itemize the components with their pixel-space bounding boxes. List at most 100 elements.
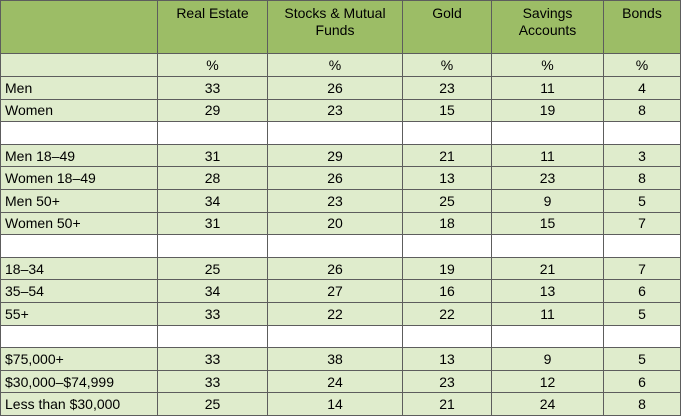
row-label-cell: Women 18–49 [0,166,158,190]
value-cell: 16 [402,279,492,303]
table-row: Men 50+ 34 23 25 9 5 [0,188,681,213]
value-cell: 34 [157,279,268,303]
header-row: Real Estate Stocks & Mutual Funds Gold S… [0,0,681,55]
unit-cell [0,53,158,77]
value-cell: 31 [157,143,268,168]
value-cell: 7 [603,256,681,281]
value-cell: 21 [402,392,492,416]
value-cell [157,121,268,145]
value-cell: 20 [267,211,403,236]
table-row: 18–34 25 26 19 21 7 [0,256,681,281]
value-cell: 25 [157,392,268,416]
value-cell: 29 [157,98,268,123]
value-cell: 23 [402,76,492,100]
row-label-cell: Men [0,76,158,100]
table-row: 35–54 34 27 16 13 6 [0,279,681,303]
table-row: 55+ 33 22 22 11 5 [0,301,681,326]
value-cell: 6 [603,369,681,394]
row-label-cell [0,234,158,258]
value-cell: 13 [402,347,492,371]
value-cell: 5 [603,347,681,371]
value-cell: 6 [603,279,681,303]
value-cell: 25 [402,188,492,213]
row-label-cell [0,324,158,349]
value-cell: 5 [603,188,681,213]
value-cell [157,324,268,349]
value-cell: 8 [603,392,681,416]
value-cell: 9 [491,347,604,371]
value-cell: 19 [402,256,492,281]
value-cell: 12 [491,369,604,394]
value-cell: 14 [267,392,403,416]
value-cell: 28 [157,166,268,190]
value-cell: 25 [157,256,268,281]
value-cell: 34 [157,188,268,213]
value-cell: 24 [267,369,403,394]
table-row: Women 18–49 28 26 13 23 8 [0,166,681,190]
row-label-cell: 35–54 [0,279,158,303]
value-cell: 24 [491,392,604,416]
table-row: $75,000+ 33 38 13 9 5 [0,347,681,371]
value-cell: 22 [267,301,403,326]
spacer-row [0,121,681,145]
value-cell: 13 [491,279,604,303]
value-cell: 33 [157,76,268,100]
spacer-row [0,324,681,349]
value-cell: 23 [491,166,604,190]
value-cell: 23 [267,188,403,213]
value-cell [603,234,681,258]
value-cell: 11 [491,143,604,168]
row-label-cell: Men 50+ [0,188,158,213]
value-cell [491,234,604,258]
table-row: $30,000–$74,999 33 24 23 12 6 [0,369,681,394]
row-label-cell: $30,000–$74,999 [0,369,158,394]
row-label-cell: $75,000+ [0,347,158,371]
value-cell: 18 [402,211,492,236]
value-cell: 5 [603,301,681,326]
value-cell: 26 [267,76,403,100]
value-cell: 8 [603,98,681,123]
value-cell: 4 [603,76,681,100]
value-cell: 15 [491,211,604,236]
header-cell-savings-accounts: Savings Accounts [491,0,604,55]
value-cell: 21 [402,143,492,168]
header-cell-bonds: Bonds [603,0,681,55]
value-cell: 33 [157,369,268,394]
table-row: Men 33 26 23 11 4 [0,76,681,100]
value-cell: 33 [157,347,268,371]
row-label-cell: Women 50+ [0,211,158,236]
value-cell [603,324,681,349]
value-cell: 7 [603,211,681,236]
header-cell-real-estate: Real Estate [157,0,268,55]
table-row: Women 50+ 31 20 18 15 7 [0,211,681,236]
value-cell [267,324,403,349]
value-cell: 19 [491,98,604,123]
unit-cell: % [157,53,268,77]
value-cell: 26 [267,166,403,190]
value-cell: 29 [267,143,403,168]
value-cell: 9 [491,188,604,213]
spacer-row [0,234,681,258]
value-cell [402,121,492,145]
value-cell: 11 [491,301,604,326]
row-label-cell: Less than $30,000 [0,392,158,416]
value-cell: 11 [491,76,604,100]
value-cell [402,324,492,349]
value-cell: 26 [267,256,403,281]
value-cell [491,121,604,145]
value-cell: 13 [402,166,492,190]
table-row: Less than $30,000 25 14 21 24 8 [0,392,681,416]
table-row: Men 18–49 31 29 21 11 3 [0,143,681,168]
value-cell [267,234,403,258]
value-cell [402,234,492,258]
value-cell: 23 [267,98,403,123]
row-label-cell [0,121,158,145]
value-cell [157,234,268,258]
value-cell: 38 [267,347,403,371]
row-label-cell: Men 18–49 [0,143,158,168]
value-cell: 3 [603,143,681,168]
row-label-cell: 18–34 [0,256,158,281]
value-cell: 22 [402,301,492,326]
value-cell [267,121,403,145]
